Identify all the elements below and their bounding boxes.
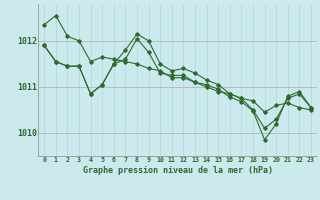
X-axis label: Graphe pression niveau de la mer (hPa): Graphe pression niveau de la mer (hPa) <box>83 166 273 175</box>
